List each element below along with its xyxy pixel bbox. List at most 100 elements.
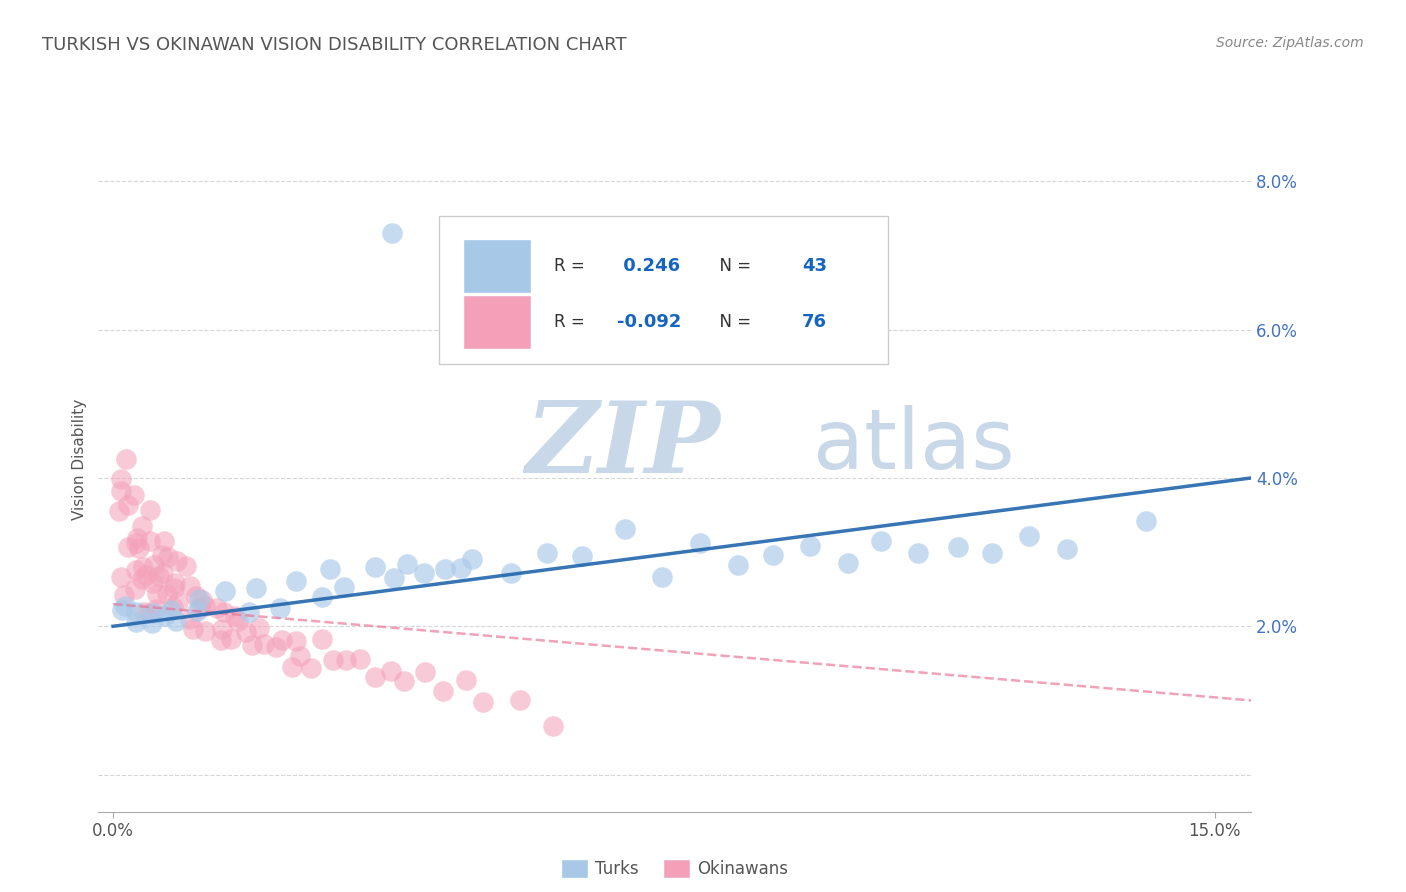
Point xyxy=(211,622,233,636)
Point xyxy=(364,670,387,684)
Point xyxy=(114,599,136,613)
Point xyxy=(380,664,402,678)
Point xyxy=(139,503,162,517)
Point xyxy=(541,719,564,733)
FancyBboxPatch shape xyxy=(464,240,530,292)
Point xyxy=(115,452,138,467)
Point xyxy=(142,606,165,620)
Point xyxy=(980,546,1002,560)
Text: atlas: atlas xyxy=(813,405,1015,486)
Text: ZIP: ZIP xyxy=(524,397,720,493)
Point xyxy=(264,640,287,655)
Point xyxy=(412,566,434,580)
Point xyxy=(506,301,529,315)
Point xyxy=(335,653,357,667)
Point xyxy=(157,549,180,564)
Point xyxy=(194,599,217,614)
Point xyxy=(432,683,454,698)
Point xyxy=(382,571,405,585)
Point xyxy=(163,581,186,595)
Point xyxy=(571,549,593,564)
Point xyxy=(128,541,150,555)
Point xyxy=(270,633,292,648)
Point xyxy=(142,576,165,591)
Point xyxy=(235,625,257,640)
Point xyxy=(110,570,132,584)
Point xyxy=(143,558,166,572)
Point xyxy=(112,588,135,602)
Point xyxy=(163,576,186,591)
Point xyxy=(127,532,149,546)
FancyBboxPatch shape xyxy=(464,296,530,348)
Point xyxy=(1018,529,1040,543)
Point xyxy=(536,546,558,560)
Point xyxy=(179,612,201,626)
Point xyxy=(124,582,146,596)
Point xyxy=(319,562,342,576)
Point xyxy=(125,605,148,619)
Point xyxy=(148,568,170,582)
Point xyxy=(117,498,139,512)
Point xyxy=(284,633,307,648)
Text: 0.246: 0.246 xyxy=(617,257,681,275)
Text: R =: R = xyxy=(554,313,591,331)
Text: -0.092: -0.092 xyxy=(617,313,682,331)
Point xyxy=(174,558,197,573)
Point xyxy=(209,633,232,648)
Point xyxy=(131,519,153,533)
Point xyxy=(499,566,522,580)
Point xyxy=(191,593,214,607)
Point xyxy=(138,607,160,621)
Point xyxy=(333,580,356,594)
Point xyxy=(150,548,173,562)
Point xyxy=(110,472,132,486)
Point xyxy=(205,600,228,615)
Point xyxy=(413,665,436,680)
Point xyxy=(285,574,308,589)
Point xyxy=(245,581,267,595)
Y-axis label: Vision Disability: Vision Disability xyxy=(72,399,87,520)
Point xyxy=(117,540,139,554)
Point xyxy=(160,603,183,617)
Point xyxy=(152,566,174,581)
Point xyxy=(509,693,531,707)
Point xyxy=(837,556,859,570)
Point xyxy=(122,487,145,501)
Point xyxy=(311,591,333,605)
Point xyxy=(188,601,211,615)
Point xyxy=(253,637,276,651)
Point xyxy=(238,605,260,619)
Point xyxy=(322,653,344,667)
Point xyxy=(146,587,169,601)
Point xyxy=(188,591,211,606)
Point xyxy=(135,567,157,582)
Point xyxy=(131,572,153,586)
Point xyxy=(125,564,148,578)
Point xyxy=(454,673,477,687)
Point xyxy=(651,570,673,584)
Point xyxy=(219,632,242,646)
Point xyxy=(145,602,167,616)
Point xyxy=(288,649,311,664)
Point xyxy=(139,534,162,549)
Point xyxy=(186,604,208,618)
Point xyxy=(165,614,187,628)
Text: TURKISH VS OKINAWAN VISION DISABILITY CORRELATION CHART: TURKISH VS OKINAWAN VISION DISABILITY CO… xyxy=(42,36,627,54)
Point xyxy=(132,560,155,574)
Point xyxy=(396,557,419,571)
Text: N =: N = xyxy=(710,257,756,275)
Point xyxy=(299,660,322,674)
Point xyxy=(269,601,291,615)
Point xyxy=(613,522,636,536)
Point xyxy=(214,583,236,598)
Point xyxy=(162,599,184,614)
Point xyxy=(108,503,131,517)
Point xyxy=(166,554,188,568)
Point xyxy=(281,660,304,674)
Point xyxy=(247,622,270,636)
Point xyxy=(212,605,235,619)
Point xyxy=(156,587,179,601)
Text: 43: 43 xyxy=(801,257,827,275)
Point xyxy=(450,561,472,575)
Point xyxy=(762,548,785,562)
